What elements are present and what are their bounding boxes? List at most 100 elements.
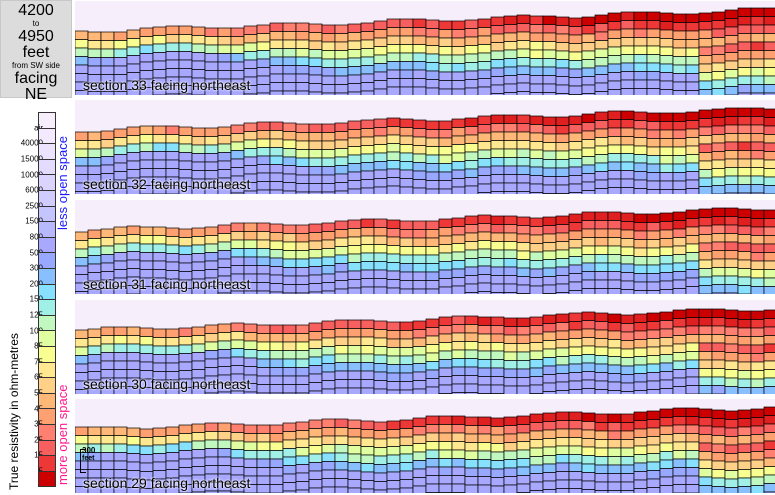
resistivity-cell xyxy=(464,45,479,55)
resistivity-cell xyxy=(659,485,674,493)
resistivity-cell xyxy=(243,190,258,194)
resistivity-cell xyxy=(555,33,570,43)
resistivity-cell xyxy=(139,61,154,71)
resistivity-cell xyxy=(269,350,284,360)
resistivity-cell xyxy=(178,152,193,162)
resistivity-cell xyxy=(685,188,700,194)
resistivity-cell xyxy=(711,117,726,127)
resistivity-cell xyxy=(243,433,258,443)
resistivity-cell xyxy=(464,168,479,178)
resistivity-cell xyxy=(750,133,765,143)
resistivity-cell xyxy=(763,360,775,370)
resistivity-cell xyxy=(516,174,531,184)
resistivity-cell xyxy=(490,342,505,352)
resistivity-cell xyxy=(490,417,505,427)
resistivity-cell xyxy=(750,425,765,435)
resistivity-cell xyxy=(139,260,154,270)
resistivity-cell xyxy=(685,235,700,245)
resistivity-cell xyxy=(204,136,219,146)
resistivity-cell xyxy=(685,39,700,49)
resistivity-cell xyxy=(347,470,362,480)
resistivity-cell xyxy=(490,59,505,69)
resistivity-cell xyxy=(477,52,492,62)
resistivity-cell xyxy=(399,364,414,374)
resistivity-cell xyxy=(230,192,245,194)
resistivity-cell xyxy=(711,54,726,64)
resistivity-cell xyxy=(178,160,193,170)
resistivity-cell xyxy=(165,345,180,355)
resistivity-cell xyxy=(659,238,674,248)
resistivity-cell xyxy=(594,137,609,147)
legend-label: 1500 xyxy=(25,216,43,226)
resistivity-cell xyxy=(685,47,700,57)
resistivity-cell xyxy=(594,14,609,24)
resistivity-cell xyxy=(256,24,271,34)
resistivity-cell xyxy=(555,232,570,242)
resistivity-cell xyxy=(555,313,570,323)
resistivity-cell xyxy=(724,258,739,268)
resistivity-cell xyxy=(464,249,479,259)
resistivity-cell xyxy=(386,488,401,493)
resistivity-cell xyxy=(100,452,115,462)
resistivity-cell xyxy=(308,32,323,42)
resistivity-cell xyxy=(217,224,232,234)
resistivity-cell xyxy=(347,180,362,190)
resistivity-cell xyxy=(542,412,557,422)
resistivity-cell xyxy=(724,352,739,362)
resistivity-cell xyxy=(568,321,583,331)
resistivity-cell xyxy=(542,225,557,235)
resistivity-cell xyxy=(100,426,115,436)
resistivity-cell xyxy=(685,351,700,361)
resistivity-cell xyxy=(399,263,414,273)
resistivity-cell xyxy=(763,474,775,484)
resistivity-cell xyxy=(555,437,570,447)
resistivity-cell xyxy=(555,330,570,340)
resistivity-cell xyxy=(737,460,752,470)
resistivity-cell xyxy=(191,227,206,237)
resistivity-cell xyxy=(477,115,492,125)
resistivity-cell xyxy=(412,145,427,155)
resistivity-cell xyxy=(594,271,609,281)
resistivity-cell xyxy=(672,416,687,426)
resistivity-cell xyxy=(477,86,492,95)
resistivity-cell xyxy=(204,333,219,343)
resistivity-cell xyxy=(620,45,635,55)
resistivity-cell xyxy=(685,30,700,40)
resistivity-cell xyxy=(607,254,622,264)
resistivity-cell xyxy=(750,92,765,95)
resistivity-cell xyxy=(737,75,752,85)
resistivity-cell xyxy=(386,270,401,280)
resistivity-cell xyxy=(659,29,674,39)
resistivity-cell xyxy=(750,7,765,17)
resistivity-cell xyxy=(425,246,440,256)
resistivity-cell xyxy=(633,11,648,21)
resistivity-cell xyxy=(256,341,271,351)
resistivity-cell xyxy=(581,354,596,364)
resistivity-cell xyxy=(386,134,401,144)
resistivity-cell xyxy=(711,233,726,243)
resistivity-cell xyxy=(659,55,674,65)
resistivity-cell xyxy=(646,62,661,72)
resistivity-cell xyxy=(386,27,401,37)
resistivity-cell xyxy=(607,46,622,56)
resistivity-cell xyxy=(191,466,206,476)
resistivity-cell xyxy=(464,53,479,63)
resistivity-cell xyxy=(347,57,362,67)
resistivity-cell xyxy=(178,353,193,363)
resistivity-cell xyxy=(542,357,557,367)
resistivity-cell xyxy=(737,486,752,493)
resistivity-cell xyxy=(373,286,388,294)
resistivity-cell xyxy=(308,123,323,133)
resistivity-cell xyxy=(568,247,583,257)
resistivity-cell xyxy=(698,21,713,31)
resistivity-cell xyxy=(672,352,687,362)
resistivity-cell xyxy=(737,327,752,337)
resistivity-cell xyxy=(724,326,739,336)
resistivity-cell xyxy=(620,79,635,89)
resistivity-cell xyxy=(321,469,336,479)
resistivity-cell xyxy=(568,183,583,193)
resistivity-cell xyxy=(542,242,557,252)
resistivity-cell xyxy=(399,127,414,137)
resistivity-cell xyxy=(763,24,775,34)
resistivity-cell xyxy=(555,258,570,268)
